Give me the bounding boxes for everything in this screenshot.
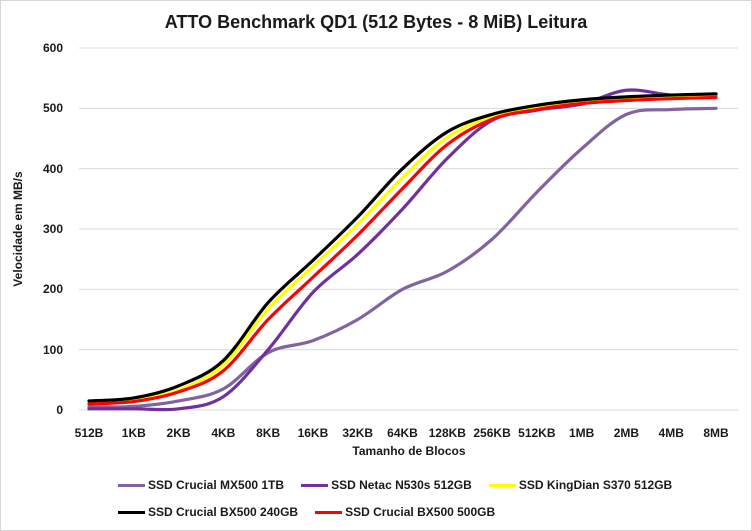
- legend-swatch-ssd-crucial-bx500-240gb: [118, 510, 145, 514]
- x-tick-label-2mb: 2MB: [613, 426, 640, 440]
- x-axis-title: Tamanho de Blocos: [352, 444, 466, 458]
- legend-swatch-ssd-crucial-mx500-1tb: [118, 483, 145, 487]
- x-tick-label-8kb: 8KB: [256, 426, 281, 440]
- x-tick-label-1mb: 1MB: [568, 426, 595, 440]
- x-tick-label-512kb: 512KB: [518, 426, 556, 440]
- legend-item-ssd-crucial-mx500-1tb: SSD Crucial MX500 1TB: [118, 478, 284, 492]
- legend-label: SSD Crucial MX500 1TB: [148, 478, 285, 492]
- x-tick-label-512b: 512B: [74, 426, 104, 440]
- legend-item-ssd-crucial-bx500-500gb: SSD Crucial BX500 500GB: [315, 505, 495, 519]
- y-tick-label-600: 600: [42, 41, 63, 55]
- series-line-ssd-kingdian-s370-512gb: [87, 95, 718, 405]
- series-lines: [87, 88, 718, 412]
- legend-label: SSD Crucial BX500 240GB: [148, 505, 299, 519]
- legend-swatch-ssd-crucial-bx500-500gb: [315, 510, 343, 514]
- x-tick-label-4mb: 4MB: [658, 426, 684, 440]
- legend-item-ssd-kingdian-s370-512gb: SSD KingDian S370 512GB: [488, 478, 673, 492]
- y-tick-label-0: 0: [56, 403, 63, 417]
- x-tick-label-4kb: 4KB: [211, 426, 236, 440]
- x-tick-label-128kb: 128KB: [428, 426, 466, 440]
- series-line-ssd-crucial-mx500-1tb: [87, 106, 718, 409]
- chart-title: ATTO Benchmark QD1 (512 Bytes - 8 MiB) L…: [164, 12, 588, 32]
- x-tick-label-2kb: 2KB: [166, 426, 191, 440]
- legend-label: SSD Netac N530s 512GB: [331, 478, 472, 492]
- y-tick-label-100: 100: [42, 342, 63, 357]
- legend-row: SSD Crucial BX500 240GB SSD Crucial BX500…: [118, 505, 495, 519]
- y-axis-title: Velocidade em MB/s: [11, 171, 25, 287]
- series-line-ssd-crucial-bx500-240gb: [87, 92, 718, 403]
- x-tick-label-1kb: 1KB: [121, 426, 146, 440]
- x-tick-label-16kb: 16KB: [297, 426, 329, 440]
- legend-row: SSD Crucial MX500 1TB SSD Netac N530s 512…: [118, 478, 672, 492]
- x-tick-label-256kb: 256KB: [473, 426, 511, 440]
- y-tick-label-500: 500: [42, 101, 63, 116]
- y-tick-label-400: 400: [42, 161, 63, 176]
- x-tick-label-8mb: 8MB: [703, 426, 729, 440]
- gridlines: [79, 47, 738, 411]
- y-tick-label-300: 300: [42, 222, 63, 236]
- series-line-ssd-netac-n530s-512gb: [87, 88, 718, 412]
- y-tick-label-200: 200: [42, 282, 63, 297]
- legend-item-ssd-crucial-bx500-240gb: SSD Crucial BX500 240GB: [118, 505, 298, 519]
- legend-swatch-ssd-kingdian-s370-512gb: [488, 483, 516, 487]
- x-tick-label-32kb: 32KB: [342, 426, 374, 440]
- legend-item-ssd-netac-n530s-512gb: SSD Netac N530s 512GB: [301, 478, 472, 492]
- legend-swatch-ssd-netac-n530s-512gb: [301, 483, 329, 487]
- x-tick-label-64kb: 64KB: [387, 426, 418, 440]
- legend-label: SSD KingDian S370 512GB: [518, 478, 673, 492]
- legend-label: SSD Crucial BX500 500GB: [345, 505, 496, 519]
- series-line-ssd-crucial-bx500-500gb: [87, 95, 718, 406]
